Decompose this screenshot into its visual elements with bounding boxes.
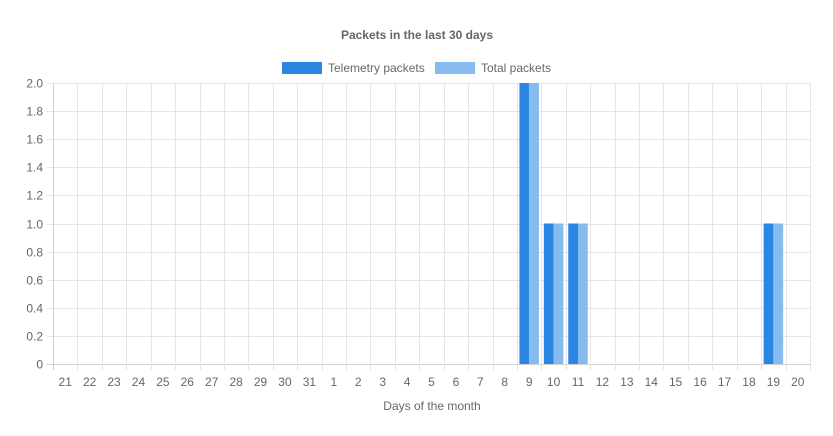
bar-total[interactable] [773, 223, 784, 365]
y-tick-label: 1.2 [26, 189, 43, 203]
x-tick-label: 24 [132, 375, 146, 389]
x-tick-label: 8 [501, 375, 508, 389]
y-tick-label: 1.8 [26, 105, 43, 119]
x-tick-label: 25 [156, 375, 170, 389]
x-tick-label: 9 [526, 375, 533, 389]
x-tick-label: 5 [428, 375, 435, 389]
y-tick-label: 0.8 [26, 246, 43, 260]
x-tick-label: 16 [693, 375, 707, 389]
x-tick-label: 28 [229, 375, 243, 389]
x-axis: 21 22 23 24 25 26 27 28 29 30 31 1 2 3 4 5 6 7 8 9 10 11 12 13 1… [59, 375, 805, 389]
bar-telemetry[interactable] [519, 83, 530, 364]
bar-total[interactable] [529, 83, 539, 364]
x-tick-label: 2 [355, 375, 362, 389]
y-axis: 0 0.2 0.4 0.6 0.8 1.0 1.2 1.4 1.6 1.8 2.0 [26, 77, 43, 372]
x-tick-label: 27 [205, 375, 219, 389]
legend-swatch-telemetry [282, 62, 322, 74]
y-tick-label: 1.0 [26, 218, 43, 232]
x-tick-label: 3 [379, 375, 386, 389]
x-tick-label: 15 [669, 375, 683, 389]
x-tick-label: 20 [791, 375, 805, 389]
y-tick-label: 1.4 [26, 161, 43, 175]
x-tick-label: 23 [107, 375, 121, 389]
y-tick-label: 0.2 [26, 330, 43, 344]
legend-label-telemetry: Telemetry packets [328, 61, 425, 75]
x-tick-label: 29 [254, 375, 268, 389]
y-tick-label: 0.6 [26, 274, 43, 288]
bar-telemetry[interactable] [568, 223, 579, 365]
x-tick-label: 31 [303, 375, 317, 389]
x-tick-label: 22 [83, 375, 97, 389]
x-tick-label: 10 [547, 375, 561, 389]
x-tick-label: 6 [453, 375, 460, 389]
bar-total[interactable] [578, 223, 588, 365]
y-tick-label: 2.0 [26, 77, 43, 91]
x-tick-label: 4 [404, 375, 411, 389]
x-tick-label: 17 [718, 375, 732, 389]
y-tick-label: 0.4 [26, 302, 43, 316]
x-tick-label: 18 [742, 375, 756, 389]
x-tick-label: 11 [572, 375, 585, 389]
x-tick-label: 21 [59, 375, 73, 389]
bars [519, 83, 784, 365]
x-tick-label: 12 [596, 375, 610, 389]
legend-item-total[interactable]: Total packets [435, 61, 551, 75]
x-tick-label: 19 [767, 375, 781, 389]
legend: Telemetry packets Total packets [282, 61, 551, 75]
x-tick-label: 30 [278, 375, 292, 389]
x-tick-label: 13 [620, 375, 634, 389]
grid [47, 83, 811, 370]
x-tick-label: 7 [477, 375, 484, 389]
chart-title: Packets in the last 30 days [341, 28, 493, 42]
x-tick-label: 26 [181, 375, 195, 389]
bar-total[interactable] [553, 223, 564, 365]
bar-telemetry[interactable] [763, 223, 774, 365]
y-tick-label: 0 [36, 358, 43, 372]
y-tick-label: 1.6 [26, 133, 43, 147]
legend-item-telemetry[interactable]: Telemetry packets [282, 61, 425, 75]
legend-label-total: Total packets [481, 61, 551, 75]
x-tick-label: 14 [645, 375, 659, 389]
x-tick-label: 1 [330, 375, 337, 389]
bar-telemetry[interactable] [543, 223, 554, 365]
legend-swatch-total [435, 62, 475, 74]
x-axis-title: Days of the month [383, 399, 480, 413]
